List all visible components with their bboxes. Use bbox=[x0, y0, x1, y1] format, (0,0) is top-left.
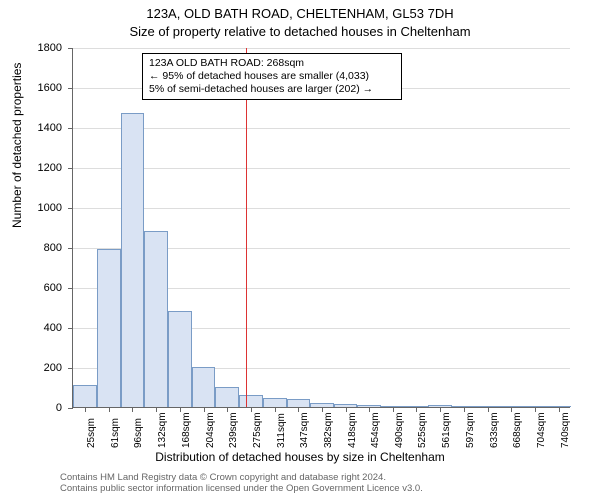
histogram-bar bbox=[239, 395, 263, 407]
x-tick-label: 668sqm bbox=[513, 412, 523, 448]
footer-line1: Contains HM Land Registry data © Crown c… bbox=[60, 472, 423, 483]
info-box: 123A OLD BATH ROAD: 268sqm ← 95% of deta… bbox=[142, 53, 402, 100]
footer-line2: Contains public sector information licen… bbox=[60, 483, 423, 494]
gridline bbox=[73, 208, 570, 209]
info-box-line2: ← 95% of detached houses are smaller (4,… bbox=[149, 70, 395, 83]
x-tick-mark bbox=[369, 407, 370, 412]
x-tick-label: 96sqm bbox=[134, 418, 144, 448]
x-tick-mark bbox=[204, 407, 205, 412]
x-tick-mark bbox=[464, 407, 465, 412]
y-tick-mark bbox=[68, 128, 73, 129]
y-tick-mark bbox=[68, 88, 73, 89]
gridline bbox=[73, 48, 570, 49]
x-tick-label: 204sqm bbox=[206, 412, 216, 448]
x-tick-label: 561sqm bbox=[442, 412, 452, 448]
x-tick-mark bbox=[322, 407, 323, 412]
reference-line bbox=[246, 48, 247, 407]
histogram-bar bbox=[287, 399, 310, 407]
histogram-bar bbox=[215, 387, 239, 407]
histogram-bar bbox=[263, 398, 287, 407]
info-box-line3: 5% of semi-detached houses are larger (2… bbox=[149, 83, 395, 96]
x-tick-mark bbox=[251, 407, 252, 412]
x-tick-label: 239sqm bbox=[229, 412, 239, 448]
x-tick-mark bbox=[488, 407, 489, 412]
histogram-bar bbox=[192, 367, 215, 407]
y-tick-label: 800 bbox=[22, 243, 62, 254]
y-tick-mark bbox=[68, 328, 73, 329]
x-tick-label: 418sqm bbox=[348, 412, 358, 448]
x-tick-mark bbox=[535, 407, 536, 412]
x-tick-mark bbox=[393, 407, 394, 412]
histogram-bar bbox=[73, 385, 97, 407]
x-tick-mark bbox=[109, 407, 110, 412]
y-tick-mark bbox=[68, 208, 73, 209]
x-tick-label: 311sqm bbox=[277, 413, 287, 448]
y-tick-label: 1200 bbox=[22, 163, 62, 174]
y-tick-label: 400 bbox=[22, 323, 62, 334]
x-tick-label: 61sqm bbox=[111, 418, 121, 448]
gridline bbox=[73, 128, 570, 129]
x-tick-label: 168sqm bbox=[182, 412, 192, 448]
gridline bbox=[73, 168, 570, 169]
x-tick-label: 382sqm bbox=[324, 412, 334, 448]
plot-area bbox=[72, 48, 570, 408]
x-tick-label: 490sqm bbox=[395, 412, 405, 448]
y-tick-mark bbox=[68, 408, 73, 409]
x-tick-mark bbox=[85, 407, 86, 412]
y-tick-mark bbox=[68, 288, 73, 289]
histogram-bar bbox=[144, 231, 168, 407]
page-title-line1: 123A, OLD BATH ROAD, CHELTENHAM, GL53 7D… bbox=[0, 6, 600, 21]
x-tick-mark bbox=[132, 407, 133, 412]
histogram-bar bbox=[97, 249, 121, 407]
x-tick-label: 454sqm bbox=[371, 412, 381, 448]
x-tick-label: 132sqm bbox=[158, 412, 168, 448]
x-tick-label: 740sqm bbox=[561, 412, 571, 448]
x-axis-title: Distribution of detached houses by size … bbox=[0, 450, 600, 464]
histogram-bar bbox=[168, 311, 192, 407]
x-tick-mark bbox=[416, 407, 417, 412]
y-tick-mark bbox=[68, 368, 73, 369]
x-tick-mark bbox=[440, 407, 441, 412]
x-tick-mark bbox=[156, 407, 157, 412]
x-tick-label: 25sqm bbox=[87, 418, 97, 448]
x-tick-mark bbox=[511, 407, 512, 412]
y-tick-label: 1000 bbox=[22, 203, 62, 214]
y-tick-label: 600 bbox=[22, 283, 62, 294]
y-tick-label: 200 bbox=[22, 363, 62, 374]
x-tick-label: 347sqm bbox=[300, 412, 310, 448]
chart-container: 123A, OLD BATH ROAD, CHELTENHAM, GL53 7D… bbox=[0, 0, 600, 500]
x-tick-mark bbox=[346, 407, 347, 412]
x-tick-mark bbox=[227, 407, 228, 412]
x-tick-label: 704sqm bbox=[537, 412, 547, 448]
y-tick-label: 1400 bbox=[22, 123, 62, 134]
attribution-footer: Contains HM Land Registry data © Crown c… bbox=[60, 472, 423, 494]
x-tick-mark bbox=[275, 407, 276, 412]
x-tick-label: 525sqm bbox=[418, 412, 428, 448]
y-tick-label: 1600 bbox=[22, 83, 62, 94]
y-tick-mark bbox=[68, 48, 73, 49]
x-tick-label: 633sqm bbox=[490, 412, 500, 448]
y-tick-mark bbox=[68, 248, 73, 249]
y-tick-label: 0 bbox=[22, 403, 62, 414]
x-tick-mark bbox=[180, 407, 181, 412]
y-tick-mark bbox=[68, 168, 73, 169]
info-box-line1: 123A OLD BATH ROAD: 268sqm bbox=[149, 57, 395, 70]
histogram-chart: 123A OLD BATH ROAD: 268sqm ← 95% of deta… bbox=[72, 48, 570, 408]
x-tick-label: 597sqm bbox=[466, 412, 476, 448]
x-tick-mark bbox=[298, 407, 299, 412]
x-tick-mark bbox=[559, 407, 560, 412]
y-tick-label: 1800 bbox=[22, 43, 62, 54]
histogram-bar bbox=[121, 113, 144, 407]
page-title-line2: Size of property relative to detached ho… bbox=[0, 24, 600, 39]
x-tick-label: 275sqm bbox=[253, 412, 263, 448]
